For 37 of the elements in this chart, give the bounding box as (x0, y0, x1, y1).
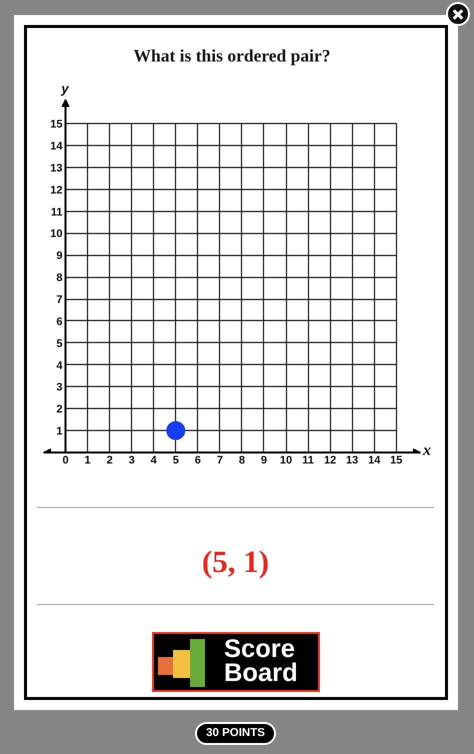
y-tick-label: 3 (56, 382, 63, 394)
y-tick-label: 14 (50, 140, 64, 153)
text: (5, 1) (200, 543, 270, 581)
x-tick-label: 11 (302, 454, 314, 466)
x-tick-label: 8 (238, 454, 245, 466)
y-tick-label: 2 (56, 404, 63, 416)
y-tick-label: 12 (50, 184, 63, 196)
chart-title: What is this ordered pair? (133, 46, 331, 66)
x-tick-label: 13 (346, 454, 358, 466)
text: 30 POINTS (195, 722, 276, 745)
text: Score Board (224, 635, 299, 687)
y-tick-label: 6 (56, 316, 63, 328)
y-tick-label: 7 (56, 294, 63, 306)
y-tick-label: 15 (50, 118, 63, 131)
x-axis-title: x (423, 441, 431, 461)
x-tick-label: 1 (84, 454, 91, 466)
x-tick-label: 12 (324, 454, 336, 466)
x-tick-label: 9 (260, 454, 268, 466)
y-tick-label: 10 (50, 228, 63, 240)
x-tick-label: 0 (62, 454, 69, 466)
x-tick-label: 7 (216, 454, 223, 466)
y-tick-label: 9 (56, 250, 63, 262)
x-tick-label: 14 (368, 454, 382, 466)
y-tick-label: 8 (56, 272, 63, 284)
y-tick-label: 5 (56, 338, 63, 350)
y-tick-label: 1 (56, 426, 63, 438)
x-tick-label: 5 (172, 454, 179, 466)
y-tick-label: 4 (56, 360, 64, 372)
x-tick-label: 10 (280, 454, 292, 466)
y-tick-label: 11 (50, 206, 63, 218)
x-tick-label: 6 (194, 454, 201, 466)
x-tick-label: 3 (128, 454, 135, 466)
y-axis-title: y (61, 81, 69, 97)
x-tick-label: 2 (106, 454, 113, 466)
x-tick-label: 15 (390, 454, 402, 466)
x-tick-label: 4 (150, 454, 158, 466)
y-tick-label: 13 (50, 162, 63, 174)
